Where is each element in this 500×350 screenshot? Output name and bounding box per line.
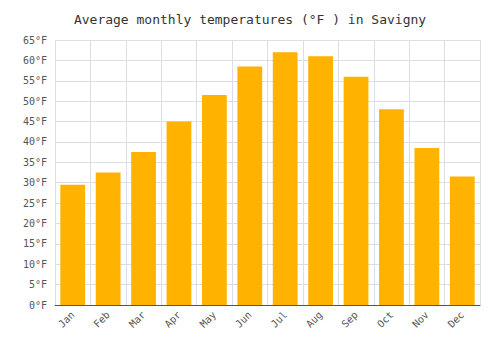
svg-text:55°F: 55°F bbox=[23, 75, 47, 86]
svg-text:20°F: 20°F bbox=[23, 218, 47, 229]
svg-text:Dec: Dec bbox=[446, 309, 467, 330]
svg-text:Aug: Aug bbox=[304, 309, 325, 330]
svg-text:35°F: 35°F bbox=[23, 157, 47, 168]
svg-text:45°F: 45°F bbox=[23, 116, 47, 127]
svg-text:Feb: Feb bbox=[91, 309, 112, 330]
svg-text:0°F: 0°F bbox=[29, 300, 47, 311]
svg-text:50°F: 50°F bbox=[23, 96, 47, 107]
svg-text:25°F: 25°F bbox=[23, 198, 47, 209]
svg-text:Nov: Nov bbox=[410, 309, 431, 330]
svg-text:40°F: 40°F bbox=[23, 136, 47, 147]
svg-text:Sep: Sep bbox=[339, 309, 360, 330]
svg-text:Average monthly temperatures (: Average monthly temperatures (°F ) in Sa… bbox=[74, 12, 426, 27]
svg-text:5°F: 5°F bbox=[29, 279, 47, 290]
svg-text:65°F: 65°F bbox=[23, 35, 47, 46]
svg-text:60°F: 60°F bbox=[23, 55, 47, 66]
svg-text:May: May bbox=[198, 309, 219, 330]
svg-text:Mar: Mar bbox=[127, 309, 148, 330]
svg-text:10°F: 10°F bbox=[23, 259, 47, 270]
svg-text:30°F: 30°F bbox=[23, 177, 47, 188]
svg-text:Oct: Oct bbox=[375, 309, 396, 330]
svg-text:Jun: Jun bbox=[233, 309, 254, 330]
svg-text:15°F: 15°F bbox=[23, 238, 47, 249]
svg-text:Jul: Jul bbox=[269, 309, 290, 330]
svg-text:Jan: Jan bbox=[56, 309, 77, 330]
svg-text:Apr: Apr bbox=[162, 309, 183, 330]
